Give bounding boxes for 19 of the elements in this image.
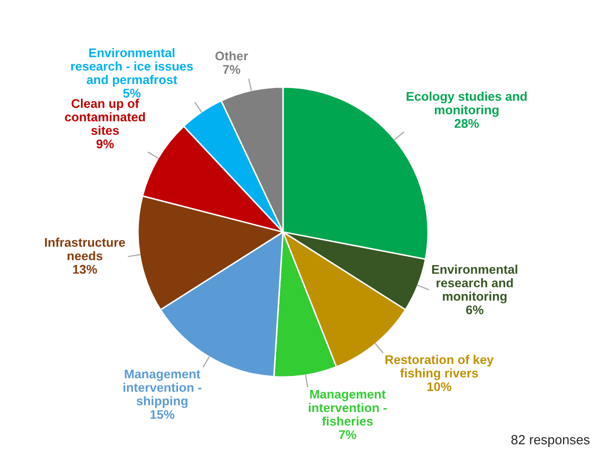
slice-label: Management intervention - fisheries	[308, 390, 387, 426]
text: 82 responses	[511, 435, 590, 447]
slice-label: Other	[215, 51, 248, 60]
data-label: 9%	[96, 139, 114, 148]
data-label: 7%	[339, 430, 356, 440]
slice-label: Environmental research - ice issues and permafrost	[71, 48, 193, 87]
slice-label: Management intervention - shipping	[124, 370, 202, 408]
slice-label: Restoration of key fishing rivers	[386, 354, 494, 380]
data-label: 7%	[223, 65, 240, 74]
data-label: 10%	[427, 382, 452, 392]
slice-label: Environmental research and monitoring	[432, 264, 518, 304]
data-label: 13%	[73, 264, 98, 274]
data-label: 15%	[150, 410, 174, 419]
data-label: 6%	[466, 305, 484, 314]
slice-label: Infrastructure needs	[45, 238, 126, 260]
data-label: 5%	[123, 88, 141, 98]
data-label: 28%	[454, 119, 479, 128]
slice-label: Clean up of contaminated sites	[64, 98, 145, 135]
slice-label: Ecology studies and monitoring	[406, 92, 527, 117]
